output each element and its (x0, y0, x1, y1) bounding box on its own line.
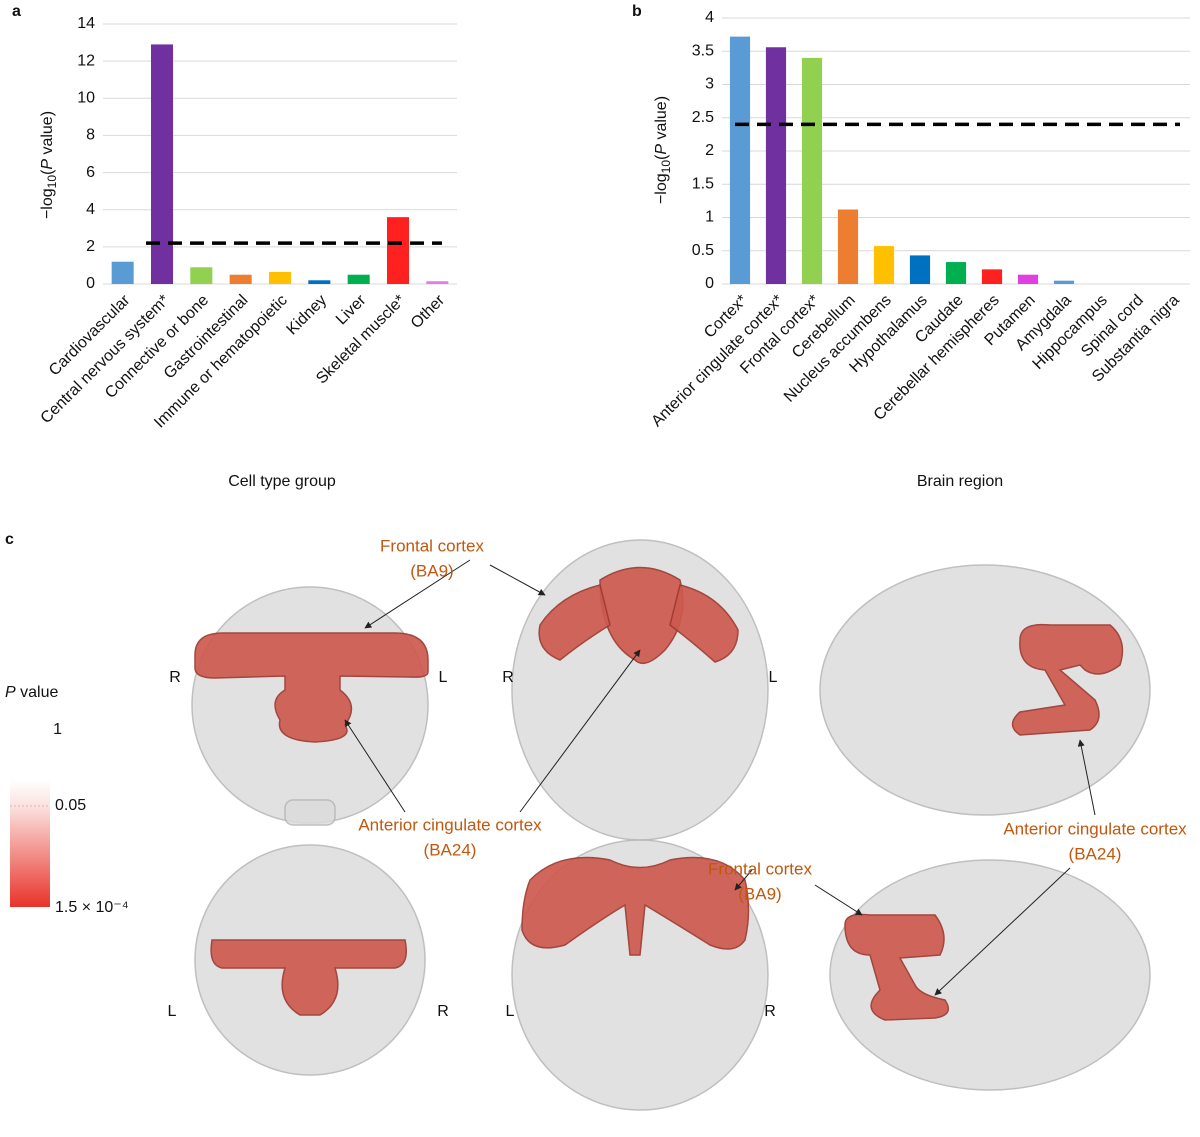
bar (981, 269, 1003, 284)
label-part: −log (653, 173, 670, 204)
annotation: Frontal cortex (708, 859, 812, 878)
red-region (521, 856, 750, 956)
x-axis-label: Cell type group (228, 473, 336, 490)
orientation-label: L (769, 669, 778, 686)
orientation-label: R (764, 1003, 776, 1020)
red-region (1011, 623, 1124, 736)
red-region (599, 566, 684, 665)
arrow (934, 867, 1071, 996)
panel-label: b (632, 3, 642, 20)
arrow (734, 869, 753, 891)
colorbar (10, 780, 50, 907)
label-sub: 10 (659, 160, 673, 174)
y-tick-label: 12 (77, 52, 95, 69)
annotation: (BA9) (410, 561, 453, 580)
y-tick-label: 2.5 (692, 109, 714, 126)
brain-stem (284, 799, 336, 826)
annotation: (BA24) (1069, 844, 1122, 863)
y-tick-label: 1 (705, 209, 714, 226)
annotation: Anterior cingulate cortex (1003, 819, 1187, 838)
panel-label: c (5, 531, 14, 548)
arrow (519, 649, 641, 813)
x-axis-label: Brain region (917, 473, 1003, 490)
bar (386, 217, 410, 284)
bar (873, 246, 895, 284)
arrow (489, 564, 546, 596)
colorbar-tick-label: 0.05 (55, 797, 86, 814)
panel-label: a (12, 3, 21, 20)
y-tick-label: 8 (86, 127, 95, 144)
bar (1017, 274, 1039, 284)
y-tick-label: 0 (705, 275, 714, 292)
brains (191, 539, 1151, 1111)
bar (1053, 280, 1075, 284)
label-italic: P (39, 159, 56, 170)
colorbar-tick-label: 1.5 × 10⁻⁴ (55, 899, 129, 916)
y-tick-label: 1.5 (692, 175, 714, 192)
arrow (814, 884, 863, 916)
red-region (669, 584, 739, 663)
y-axis-label: −log10(P value) (39, 111, 59, 219)
arrows (344, 559, 1096, 996)
orientation-label: R (169, 669, 181, 686)
bar (426, 281, 449, 284)
bar (909, 255, 931, 284)
annotation: Frontal cortex (380, 536, 484, 555)
orientation-label: R (502, 669, 514, 686)
y-tick-label: 0.5 (692, 242, 714, 259)
x-tick-label: Kidney (284, 292, 331, 339)
y-tick-label: 6 (86, 164, 95, 181)
bar (268, 271, 292, 284)
y-tick-label: 3 (705, 76, 714, 93)
annotation: Anterior cingulate cortex (358, 815, 542, 834)
bar (347, 274, 370, 284)
colorbar-tick-label: 1 (53, 721, 62, 738)
colorbar-title: P value (5, 684, 58, 701)
y-tick-label: 0 (86, 275, 95, 292)
orientation-label: R (437, 1003, 449, 1020)
bar (111, 261, 134, 284)
bar (229, 274, 252, 284)
y-tick-label: 2 (705, 142, 714, 159)
label-part: ( (653, 154, 670, 160)
bar (190, 267, 213, 284)
label-sub: 10 (45, 175, 59, 189)
label-italic: P (5, 684, 16, 701)
label-part: value (16, 684, 59, 701)
arrow (364, 559, 471, 629)
brain-view (819, 564, 1151, 816)
red-region (210, 939, 407, 1016)
annotation: (BA24) (424, 840, 477, 859)
arrow (344, 719, 406, 813)
y-tick-label: 14 (77, 15, 95, 32)
x-tick-label: Other (408, 291, 449, 332)
orientation-label: L (439, 669, 448, 686)
y-tick-label: 10 (77, 90, 95, 107)
bar (729, 36, 751, 285)
red-region (844, 913, 950, 1021)
y-tick-label: 2 (86, 238, 95, 255)
bar (308, 280, 331, 284)
red-region (538, 584, 611, 661)
orientation-label: L (168, 1003, 177, 1020)
label-part: ( (39, 169, 56, 175)
y-tick-label: 4 (705, 9, 714, 26)
label-part: −log (39, 188, 56, 219)
y-tick-label: 4 (86, 201, 95, 218)
y-axis-label: −log10(P value) (653, 96, 673, 204)
annotation: (BA9) (738, 884, 781, 903)
bar (837, 209, 859, 284)
orientation-label: L (506, 1003, 515, 1020)
label-italic: P (653, 144, 670, 155)
bar (765, 47, 787, 285)
bar (945, 262, 967, 284)
arrow (1077, 739, 1096, 816)
label-part: value) (39, 111, 56, 159)
bar (801, 57, 823, 285)
bar (150, 44, 174, 284)
label-part: value) (653, 96, 670, 144)
y-tick-label: 3.5 (692, 42, 714, 59)
